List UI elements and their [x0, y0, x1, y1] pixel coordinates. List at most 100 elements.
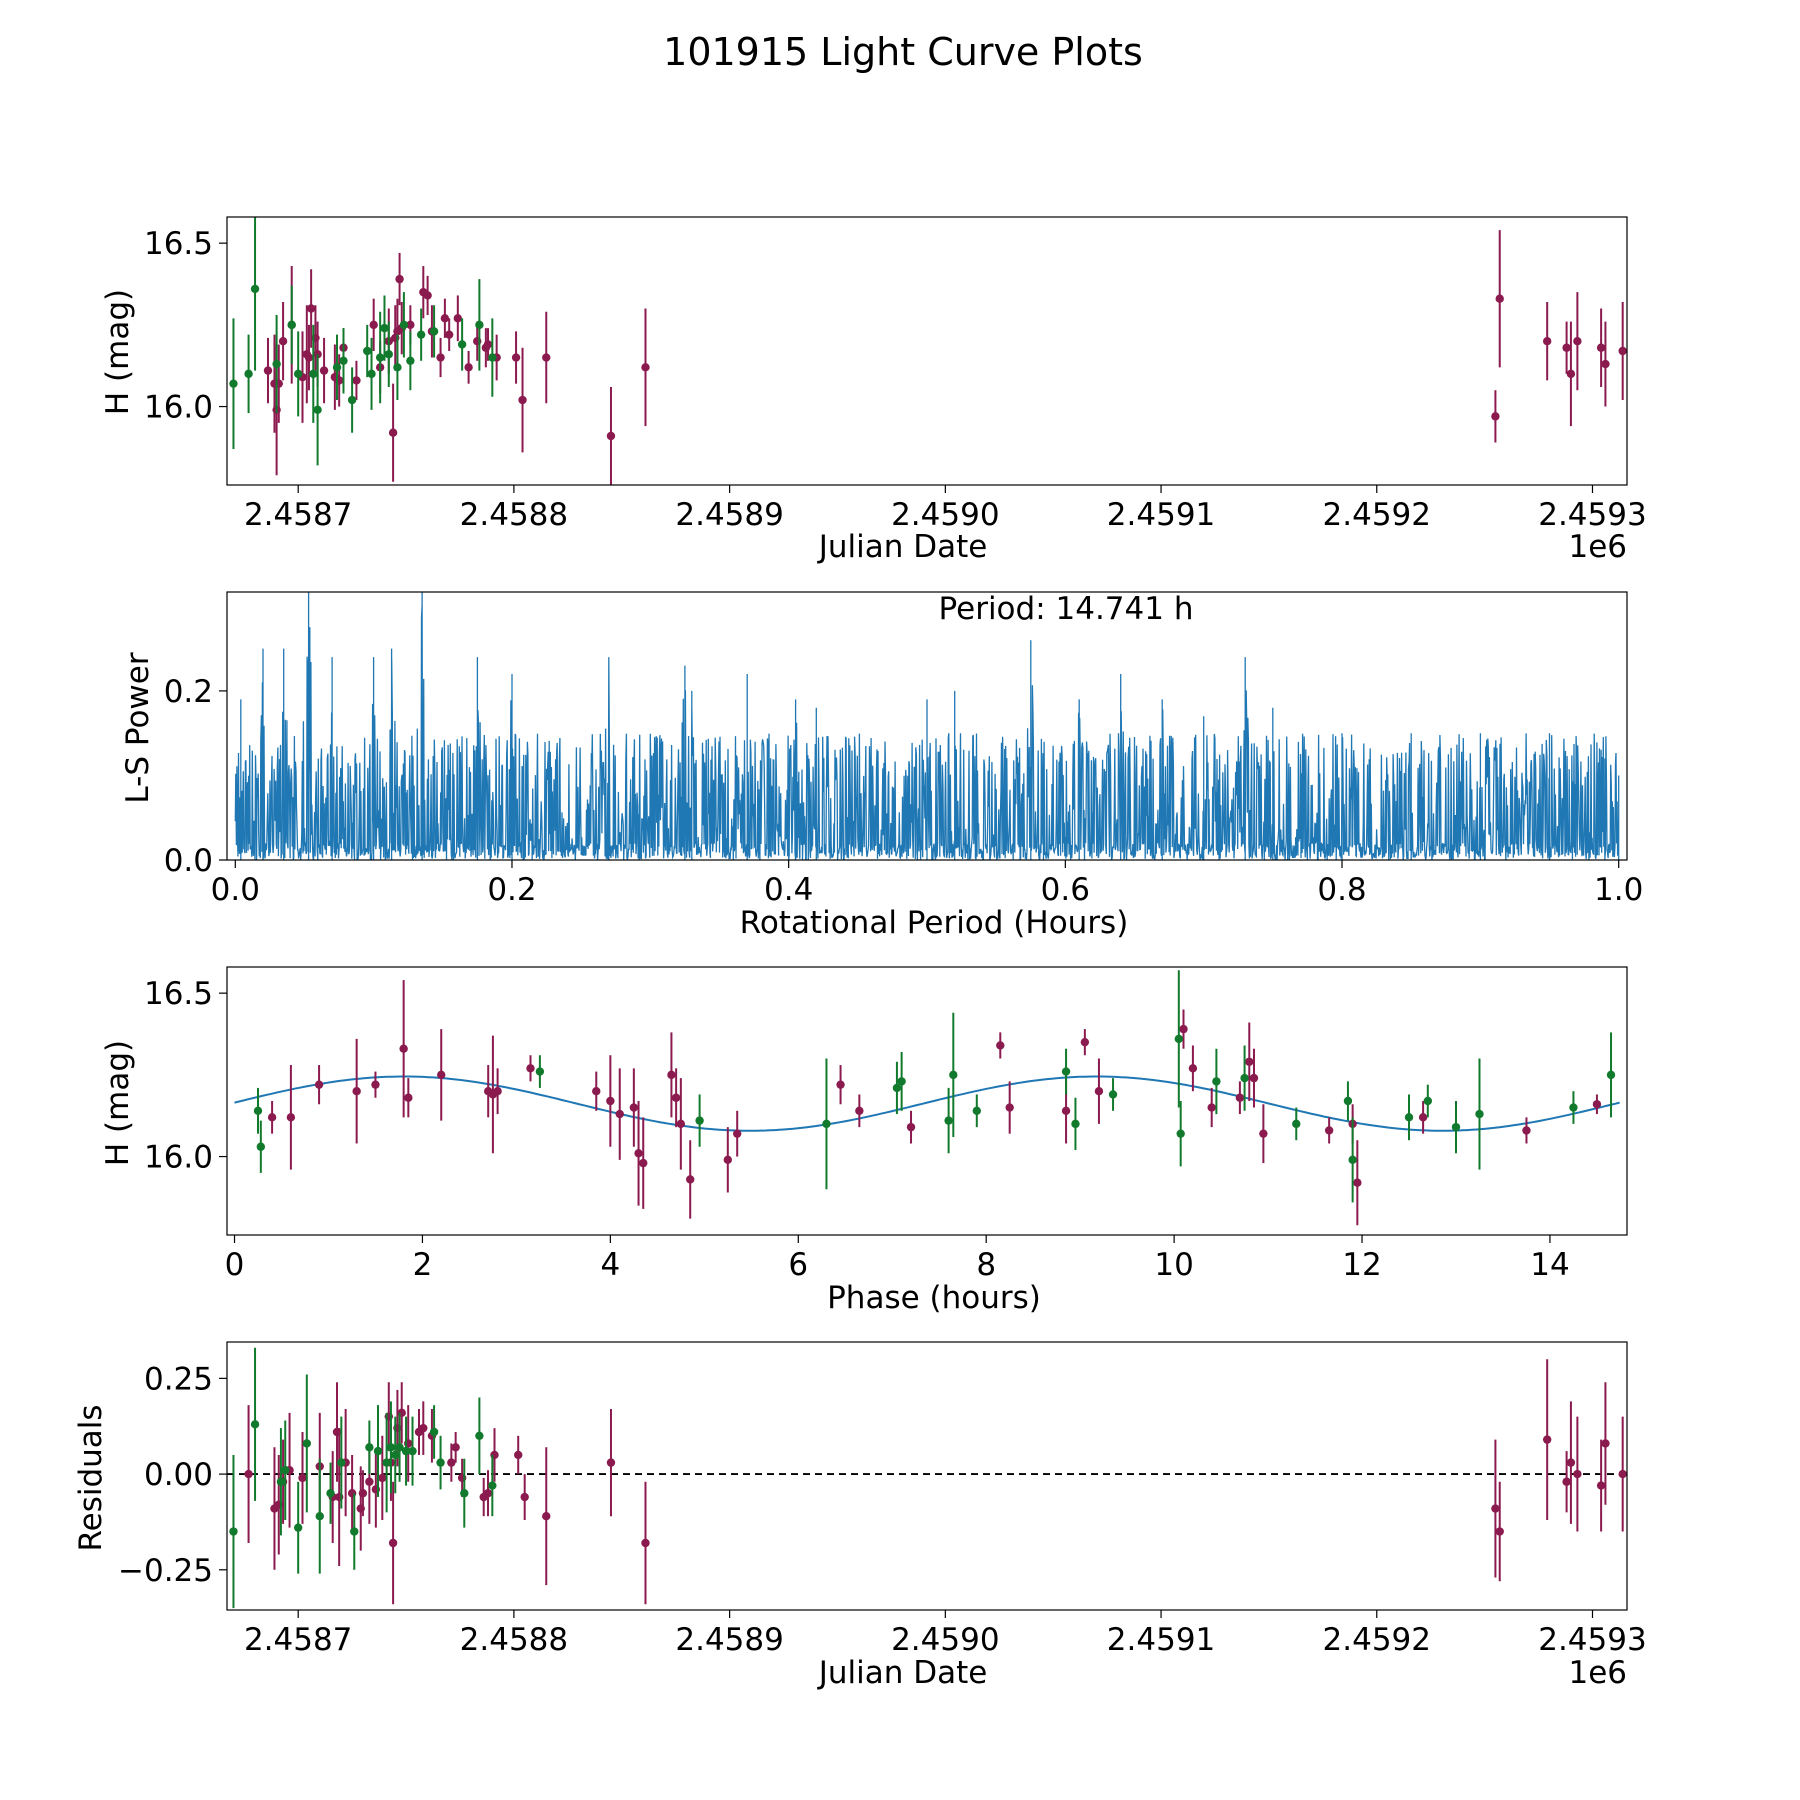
data-point-g	[315, 1512, 324, 1521]
data-point-g	[1475, 1109, 1484, 1119]
x-tick-label: 6	[788, 1247, 808, 1283]
data-point-r	[493, 1086, 502, 1096]
data-point-r	[1601, 1439, 1610, 1448]
data-point-r	[444, 330, 454, 339]
data-point-g	[1174, 1034, 1184, 1044]
data-point-r	[1596, 1481, 1606, 1490]
lightcurve-ylabel: H (mag)	[100, 289, 136, 415]
data-point-r	[358, 1489, 368, 1498]
residuals-ylabel: Residuals	[73, 1404, 109, 1551]
residuals-offset-label: 1e6	[1568, 1655, 1627, 1691]
data-point-r	[855, 1106, 864, 1116]
axes-frame	[226, 591, 1628, 861]
data-point-r	[304, 353, 314, 362]
data-point-g	[373, 1446, 383, 1456]
data-point-g	[393, 363, 402, 372]
data-point-g	[1451, 1122, 1461, 1132]
data-point-r	[378, 1473, 387, 1483]
x-tick-label: 14	[1530, 1247, 1569, 1283]
x-tick-label: 2.4592	[1323, 1622, 1431, 1658]
x-tick-label: 2.4587	[244, 1622, 352, 1658]
data-point-r	[453, 314, 463, 323]
y-tick-label: 0.00	[144, 1457, 213, 1493]
data-point-g	[408, 1446, 417, 1456]
data-point-r	[606, 1096, 615, 1106]
data-point-r	[298, 1473, 307, 1483]
y-tick-label: 0.2	[164, 674, 213, 710]
data-point-r	[306, 304, 316, 313]
model-fit-curve	[234, 1075, 1620, 1132]
x-tick-label: 2.4590	[891, 1622, 999, 1658]
data-point-r	[1618, 1469, 1627, 1479]
axes-frame	[226, 1341, 1628, 1611]
y-tick-label: 0.0	[164, 843, 213, 879]
data-point-g	[488, 353, 497, 362]
data-point-r	[314, 1080, 324, 1089]
data-point-r	[1495, 294, 1504, 303]
data-point-r	[1179, 1024, 1188, 1034]
data-point-g	[250, 284, 260, 294]
phased-panel: Phase (hours) H (mag) 0 2 4 6 8 10 12 14 16.0 16.…	[100, 966, 1628, 1316]
data-point-g	[347, 395, 357, 405]
residuals-xlabel: Julian Date	[817, 1655, 988, 1691]
data-point-g	[1292, 1119, 1301, 1129]
data-point-r	[440, 314, 450, 323]
data-point-g	[229, 1527, 238, 1536]
x-tick-label: 2.4591	[1107, 497, 1215, 533]
data-point-g	[416, 330, 426, 339]
data-point-g	[1176, 1129, 1185, 1138]
data-point-g	[972, 1106, 981, 1116]
data-point-r	[371, 1080, 380, 1089]
x-tick-label: 10	[1154, 1247, 1193, 1283]
data-point-r	[733, 1129, 742, 1138]
data-point-g	[380, 323, 389, 333]
data-point-r	[483, 1489, 493, 1498]
x-tick-label: 1.0	[1594, 872, 1643, 908]
data-point-r	[369, 320, 378, 330]
x-tick-label: 2.4590	[891, 497, 999, 533]
x-tick-label: 2	[413, 1247, 433, 1283]
data-point-g	[281, 1466, 290, 1475]
data-point-g	[332, 363, 342, 372]
y-tick-label: 16.0	[144, 1140, 213, 1176]
data-point-r	[1542, 336, 1552, 346]
data-point-r	[1566, 1458, 1576, 1467]
data-point-r	[511, 353, 521, 362]
data-point-r	[1522, 1126, 1531, 1135]
data-point-r	[1418, 1113, 1428, 1122]
data-point-r	[1573, 1469, 1582, 1479]
x-tick-label: 0.4	[764, 872, 813, 908]
data-point-r	[388, 428, 398, 437]
x-tick-label: 0.8	[1317, 872, 1366, 908]
figure-title: 101915 Light Curve Plots	[663, 30, 1143, 74]
data-point-r	[451, 1443, 460, 1452]
x-tick-label: 4	[600, 1247, 620, 1283]
lightcurve-panel: Julian Date H (mag) 1e6 2.4587 2.4588 2.45…	[100, 216, 1647, 565]
data-point-g	[272, 359, 281, 369]
data-point-r	[1188, 1064, 1198, 1073]
data-point-r	[1235, 1093, 1245, 1102]
data-point-r	[667, 1070, 676, 1080]
data-point-r	[1094, 1086, 1104, 1096]
y-tick-label: 16.0	[144, 390, 213, 426]
data-point-r	[406, 320, 415, 330]
data-point-r	[606, 1458, 616, 1467]
data-point-g	[367, 369, 376, 379]
x-tick-label: 8	[976, 1247, 996, 1283]
data-point-g	[822, 1119, 831, 1129]
data-point-r	[263, 366, 273, 375]
data-point-r	[1080, 1037, 1090, 1047]
data-point-g	[949, 1070, 958, 1080]
data-point-g	[1343, 1096, 1353, 1106]
data-point-r	[634, 1149, 643, 1158]
data-point-r	[437, 1070, 446, 1080]
data-point-g	[229, 379, 238, 388]
x-tick-label: 2.4588	[460, 1622, 568, 1658]
residuals-panel: Julian Date Residuals 1e6 2.4587 2.4588 2.…	[73, 1341, 1647, 1691]
data-point-r	[996, 1041, 1005, 1050]
x-tick-label: 12	[1342, 1247, 1381, 1283]
data-point-g	[276, 1477, 286, 1486]
data-point-g	[1240, 1073, 1249, 1083]
data-points	[253, 970, 1616, 1226]
phased-ylabel: H (mag)	[100, 1040, 136, 1166]
